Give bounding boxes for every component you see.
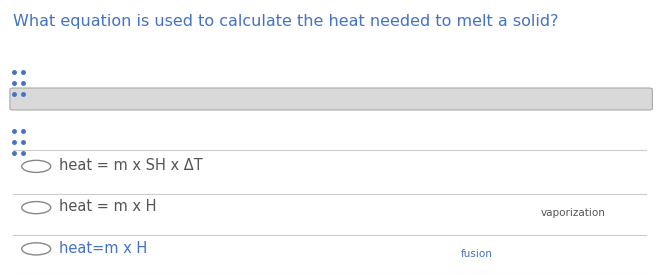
FancyBboxPatch shape: [10, 88, 652, 110]
Text: What equation is used to calculate the heat needed to melt a solid?: What equation is used to calculate the h…: [13, 14, 559, 29]
Text: vaporization: vaporization: [541, 208, 606, 218]
Text: heat=m x H: heat=m x H: [59, 241, 148, 255]
Text: heat = m x H: heat = m x H: [59, 199, 157, 214]
Text: heat = m x SH x ΔT: heat = m x SH x ΔT: [59, 158, 203, 173]
Text: fusion: fusion: [461, 249, 492, 259]
